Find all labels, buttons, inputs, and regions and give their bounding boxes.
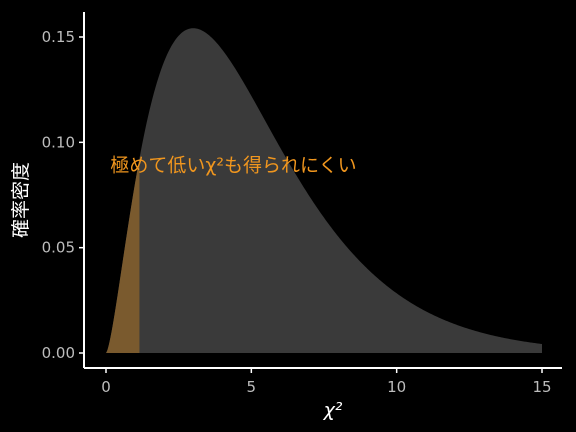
- plot-area: [106, 28, 542, 353]
- y-tick-label: 0.05: [42, 239, 75, 257]
- y-axis-title: 確率密度: [10, 162, 32, 238]
- x-tick-label: 5: [247, 378, 257, 396]
- x-tick-label: 10: [387, 378, 406, 396]
- y-ticks: 0.00 0.05 0.10 0.15: [42, 28, 84, 362]
- y-tick-label: 0.15: [42, 28, 75, 46]
- y-tick-label: 0.00: [42, 344, 75, 362]
- x-axis-title: χ²: [323, 399, 343, 421]
- axes: 0 5 10 15 0.00 0.05 0.10 0.15: [42, 12, 562, 396]
- density-area: [106, 28, 542, 353]
- y-tick-label: 0.10: [42, 133, 75, 151]
- lower-tail-area: [106, 158, 140, 353]
- annotation-label: 極めて低いχ²も得られにくい: [110, 154, 356, 176]
- x-ticks: 0 5 10 15: [101, 368, 552, 396]
- x-tick-label: 15: [532, 378, 551, 396]
- x-tick-label: 0: [101, 378, 111, 396]
